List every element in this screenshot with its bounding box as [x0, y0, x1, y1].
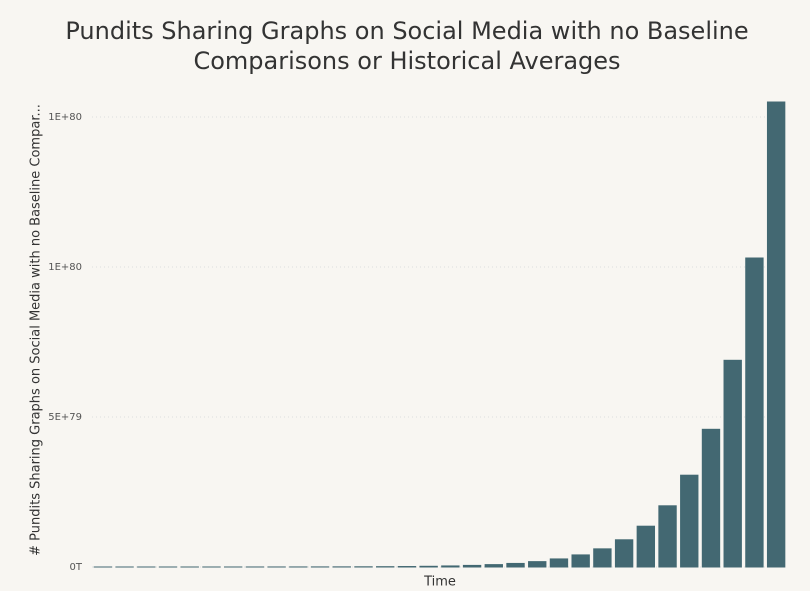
y-tick-label: 1E+80: [48, 112, 82, 123]
bar: [745, 257, 764, 568]
bar: [528, 561, 547, 568]
bar: [462, 564, 482, 568]
chart-title: Pundits Sharing Graphs on Social Media w…: [65, 17, 748, 45]
bar: [571, 554, 590, 568]
bar: [419, 565, 438, 568]
bar: [549, 558, 569, 568]
bar: [701, 428, 721, 568]
bar: [766, 101, 786, 568]
y-tick-label: 0T: [70, 562, 83, 573]
chart-subtitle: Comparisons or Historical Averages: [193, 47, 620, 75]
bar: [658, 505, 677, 568]
bar: [441, 565, 460, 568]
y-tick-label: 5E+79: [48, 412, 82, 423]
bar: [680, 474, 699, 568]
bar: [593, 548, 612, 568]
bar: [636, 525, 656, 568]
y-axis-label: # Pundits Sharing Graphs on Social Media…: [29, 104, 44, 556]
y-tick-label: 1E+80: [48, 262, 82, 273]
bar: [614, 539, 634, 568]
bar: [484, 564, 503, 568]
bar: [723, 359, 742, 568]
x-axis-label: Time: [423, 575, 456, 590]
bar: [506, 562, 525, 568]
